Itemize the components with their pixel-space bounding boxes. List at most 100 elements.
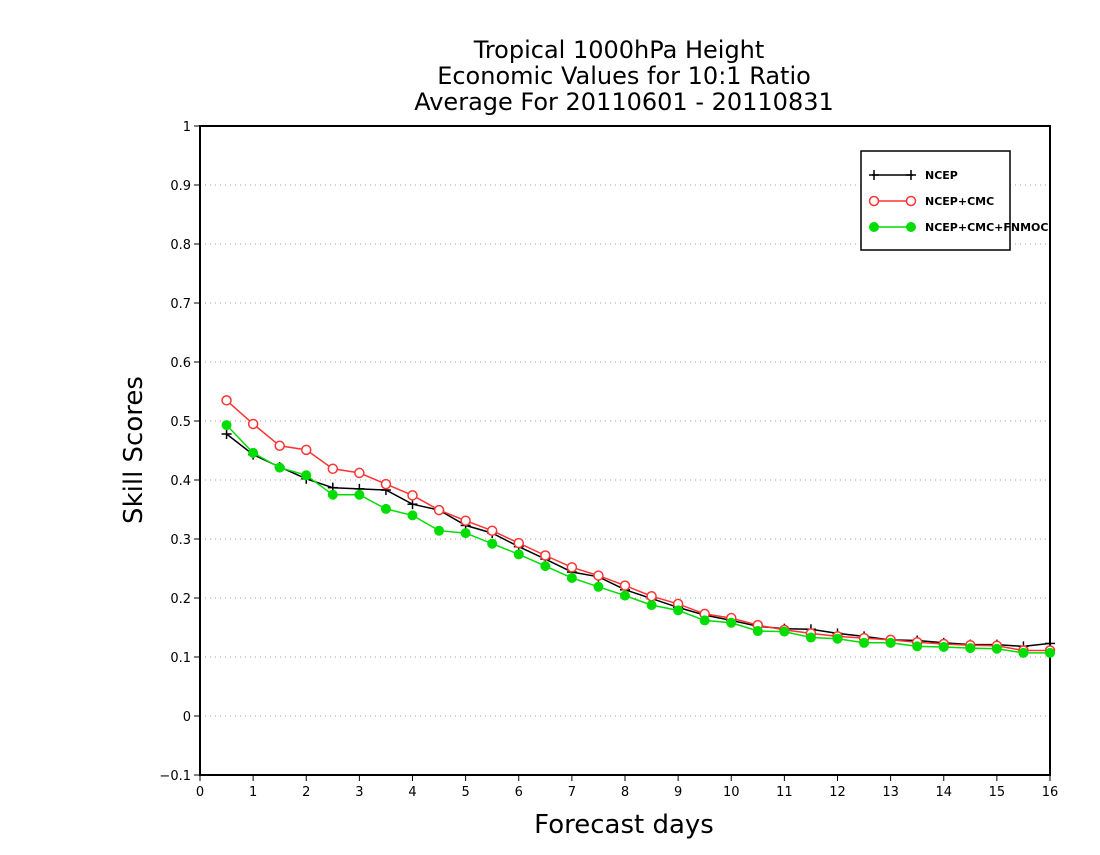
- y-tick-label: 0.3: [170, 533, 191, 548]
- point-marker: [327, 463, 339, 475]
- point-marker: [832, 633, 843, 644]
- y-tick-label: 0.4: [170, 474, 191, 489]
- x-tick-label: 7: [568, 785, 576, 800]
- point-marker: [619, 580, 631, 591]
- chart-title-line-2: Economic Values for 10:1 Ratio: [437, 62, 811, 90]
- series-line: [226, 399, 1050, 652]
- grid-layer: [200, 184, 1050, 717]
- x-tick-label: 8: [621, 785, 629, 800]
- point-marker: [247, 418, 259, 430]
- point-marker: [646, 600, 657, 611]
- point-marker: [1018, 647, 1029, 658]
- point-marker: [1045, 647, 1055, 658]
- point-marker: [699, 615, 710, 626]
- point-marker: [221, 428, 232, 439]
- point-marker: [513, 537, 524, 549]
- chart-title: Tropical 1000hPa Height Economic Values …: [414, 36, 834, 116]
- point-marker: [486, 525, 498, 536]
- x-tick-label: 10: [723, 785, 740, 800]
- point-marker: [327, 489, 338, 500]
- y-tick-label: 0.6: [170, 356, 191, 371]
- point-marker: [566, 572, 577, 583]
- x-tick-label: 3: [355, 785, 363, 800]
- point-marker: [906, 222, 916, 232]
- legend-label: NCEP+CMC+FNMOC: [925, 221, 1048, 234]
- point-marker: [433, 504, 445, 516]
- x-tick-label: 9: [674, 785, 682, 800]
- y-axis-title: Skill Scores: [119, 376, 149, 524]
- legend-label: NCEP: [925, 169, 958, 182]
- point-marker: [301, 470, 312, 481]
- point-marker: [407, 490, 418, 501]
- series-layer: [221, 395, 1056, 658]
- point-marker: [673, 605, 684, 616]
- point-marker: [407, 510, 418, 521]
- y-tick-label: 0.1: [170, 651, 191, 666]
- point-marker: [540, 561, 551, 572]
- point-marker: [274, 462, 285, 473]
- legend-item: NCEP+CMC+FNMOC: [869, 221, 1048, 234]
- point-marker: [301, 444, 312, 456]
- point-marker: [540, 550, 551, 561]
- x-tick-label: 1: [249, 785, 257, 800]
- point-marker: [869, 222, 879, 232]
- y-tick-label: 0.5: [170, 415, 191, 430]
- y-tick-label: −0.1: [159, 769, 191, 784]
- point-marker: [354, 489, 365, 500]
- point-marker: [805, 632, 816, 643]
- legend-label: NCEP+CMC: [925, 195, 994, 208]
- point-marker: [566, 562, 578, 573]
- point-marker: [248, 447, 259, 458]
- x-tick-label: 5: [461, 785, 469, 800]
- y-tick-label: 0.7: [170, 297, 191, 312]
- point-marker: [912, 641, 923, 652]
- point-marker: [885, 637, 896, 648]
- point-marker: [859, 637, 870, 648]
- point-marker: [726, 617, 737, 628]
- series-2: [221, 420, 1055, 658]
- x-tick-label: 14: [935, 785, 952, 800]
- point-marker: [487, 538, 498, 549]
- x-tick-label: 2: [302, 785, 310, 800]
- series-1: [221, 395, 1056, 656]
- legend: NCEP NCEP+CMC NCEP+CMC+FNMOC: [860, 150, 1048, 251]
- point-marker: [752, 626, 763, 637]
- y-tick-label: 0.2: [170, 592, 191, 607]
- chart-title-line-1: Tropical 1000hPa Height: [473, 36, 765, 64]
- point-marker: [407, 499, 418, 510]
- point-marker: [938, 641, 949, 652]
- point-marker: [991, 643, 1002, 654]
- x-tick-label: 11: [776, 785, 793, 800]
- point-marker: [868, 195, 880, 207]
- point-marker: [779, 626, 790, 637]
- point-marker: [460, 515, 471, 526]
- chart-title-line-3: Average For 20110601 - 20110831: [414, 88, 834, 116]
- point-marker: [869, 170, 879, 180]
- x-tick-label: 12: [829, 785, 846, 800]
- series-0: [221, 428, 1055, 652]
- point-marker: [434, 525, 445, 536]
- point-marker: [905, 195, 917, 207]
- x-tick-label: 6: [515, 785, 523, 800]
- point-marker: [274, 440, 285, 452]
- legend-item: NCEP: [869, 169, 958, 182]
- point-marker: [620, 590, 630, 601]
- point-marker: [593, 581, 604, 592]
- x-tick-label: 0: [196, 785, 204, 800]
- series-line: [226, 433, 1051, 648]
- y-tick-label: 0.9: [170, 179, 191, 194]
- legend-item: NCEP+CMC: [868, 195, 994, 208]
- y-tick-label: 0.8: [170, 238, 191, 253]
- point-marker: [221, 395, 232, 406]
- point-marker: [380, 503, 391, 514]
- point-marker: [354, 467, 365, 479]
- point-marker: [460, 528, 471, 539]
- axes-layer: −0.100.10.20.30.40.50.60.70.80.910 1 2 3 4 5 6…: [159, 120, 1058, 800]
- point-marker: [380, 478, 392, 490]
- x-axis-title: Forecast days: [534, 810, 714, 840]
- x-tick-label: 15: [989, 785, 1006, 800]
- y-tick-label: 0: [183, 710, 191, 725]
- point-marker: [906, 170, 916, 180]
